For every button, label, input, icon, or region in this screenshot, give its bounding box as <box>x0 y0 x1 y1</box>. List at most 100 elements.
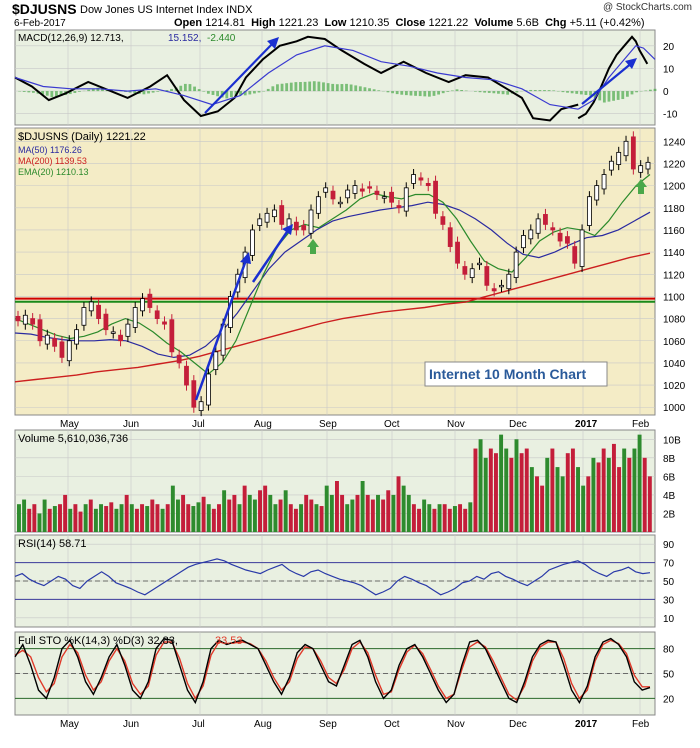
volume-bar <box>335 481 339 532</box>
volume-bar <box>529 467 534 532</box>
macd-hist-bar <box>501 91 505 95</box>
x-label-8: 2017 <box>575 419 598 430</box>
price-candle-body <box>565 236 570 244</box>
rsi-legend: RSI(14) 58.71 <box>18 538 86 550</box>
volume-bar <box>134 508 139 532</box>
bounce-arrow-stem-1 <box>638 187 644 194</box>
x-label-3: Aug <box>254 419 272 430</box>
macd-hist-bar <box>377 90 381 92</box>
macd-hist-bar <box>124 91 127 92</box>
annotation-box <box>424 361 608 387</box>
volume-bar <box>324 485 329 532</box>
volume-bar <box>514 439 519 532</box>
price-candle-body <box>528 229 534 240</box>
volume-bar <box>524 448 529 532</box>
price-candle-body <box>30 318 36 325</box>
macd-hist-bar <box>253 91 256 94</box>
price-candle-body <box>125 323 131 337</box>
volume-bar <box>642 457 647 532</box>
volume-bar <box>447 508 452 532</box>
volume-bar <box>417 508 421 532</box>
x-label-1: Jun <box>123 419 139 430</box>
volume-bar <box>329 494 334 532</box>
x-label-bottom-8: 2017 <box>575 719 598 730</box>
volume-bar <box>273 504 278 532</box>
rsi-tick-2: 50 <box>663 577 675 588</box>
macd-hist-bar <box>257 91 261 93</box>
chg-label: Chg <box>545 17 567 29</box>
price-candle-body <box>535 218 541 234</box>
volume-bar <box>647 476 652 532</box>
macd-hist-bar <box>55 91 58 97</box>
volume-bar <box>145 506 150 532</box>
price-candle-body <box>608 160 614 171</box>
price-candle-body <box>213 351 219 370</box>
volume-bar <box>576 467 580 532</box>
macd-hist-bar <box>340 84 344 92</box>
price-candle-body <box>367 186 373 189</box>
macd-hist-bar <box>142 91 146 95</box>
macd-signal-recent <box>577 45 656 110</box>
macd-hist-bar <box>630 91 634 95</box>
macd-hist-bar <box>547 90 551 92</box>
macd-hist-bar <box>423 91 427 97</box>
volume-bar <box>509 457 514 532</box>
rsi-tick-4: 90 <box>663 540 675 551</box>
sto-legend: Full STO %K(14,3) %D(3) 32.83, <box>18 635 178 647</box>
price-candle-body <box>572 246 578 264</box>
volume-bar <box>452 506 457 532</box>
macd-hist-bar <box>506 91 510 95</box>
price-candle-body <box>301 225 307 231</box>
price-candle-body <box>110 331 116 334</box>
volume-bar <box>237 504 242 532</box>
volume-bar <box>314 504 319 532</box>
macd-hist-bar <box>602 91 606 103</box>
close-value: 1221.22 <box>428 17 469 29</box>
x-label-bottom-2: Jul <box>192 719 205 730</box>
macd-hist-bar <box>354 85 358 92</box>
volume-bar <box>591 457 596 532</box>
price-candle-body <box>66 340 72 362</box>
price-arrowhead-up <box>240 252 251 264</box>
macd-legend: MACD(12,26,9) 12.713, <box>18 33 124 44</box>
volume-bar <box>242 485 247 532</box>
price-candle-body <box>484 266 490 286</box>
price-candle-body <box>543 214 548 225</box>
chg-value: +5.11 (+0.42%) <box>569 17 645 29</box>
price-candle-body <box>88 301 94 312</box>
price-candle-body <box>81 307 87 326</box>
macd-signal-line <box>14 45 579 110</box>
volume-bar <box>586 476 591 532</box>
volume-bar <box>611 443 616 532</box>
volume-bar <box>99 504 103 532</box>
rsi-tick-0: 10 <box>663 614 675 625</box>
price-candle-body <box>455 241 460 264</box>
macd-hist-bar <box>570 91 574 94</box>
volume-bar <box>170 485 175 532</box>
price-candle-body <box>154 310 160 319</box>
open-value: 1214.81 <box>205 17 245 29</box>
price-candle-body <box>594 185 600 201</box>
price-candle-body <box>425 183 431 187</box>
price-candle-body <box>198 401 204 411</box>
price-candle-body <box>345 189 351 199</box>
macd-hist-bar <box>391 91 394 94</box>
price-candle-body <box>491 288 497 292</box>
volume-bar <box>627 457 632 532</box>
macd-hist-bar <box>101 88 104 92</box>
volume-bar <box>160 508 165 532</box>
bounce-arrow-stem-0 <box>310 247 316 254</box>
volume-bar <box>88 499 93 532</box>
macd-hist-bar <box>497 91 500 94</box>
macd-hist-bar <box>128 91 132 93</box>
volume-bar <box>370 499 375 532</box>
volume-bar <box>581 485 586 532</box>
macd-hist-bar <box>41 91 45 95</box>
x-label-7: Dec <box>509 419 527 430</box>
price-candle-body <box>103 313 109 331</box>
macd-hist-bar <box>612 91 615 101</box>
volume-bar <box>360 481 365 532</box>
volume-bar <box>499 434 504 532</box>
price-candle-body <box>477 262 482 266</box>
sto-tick-2: 80 <box>663 645 675 656</box>
